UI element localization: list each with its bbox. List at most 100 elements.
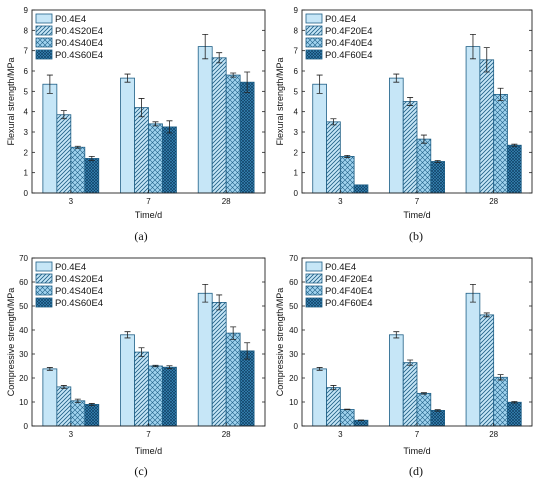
bar-P0.4F40E4-day-28	[493, 93, 508, 194]
error-bar-P0.4E4-day-3	[46, 74, 53, 94]
error-bar-P0.4S40E4-day-3	[74, 145, 81, 149]
y-axis-title: Flexural strength/MPa	[6, 57, 16, 145]
bar-P0.4E4-day-7	[388, 77, 404, 194]
error-bar-P0.4F40E4-day-7	[420, 392, 427, 395]
error-bar-P0.4S20E4-day-28	[216, 52, 223, 64]
y-tick-label: 0	[294, 422, 299, 431]
error-bar-P0.4F60E4-day-28	[511, 401, 518, 404]
error-bar-P0.4F40E4-day-28	[497, 374, 504, 381]
error-bar-P0.4F20E4-day-7	[407, 359, 414, 366]
y-tick-label: 0	[24, 422, 29, 431]
y-tick-label: 6	[294, 67, 299, 76]
chart-panel-1: 0 1 2 3 4 5 6 7 8 9 3 7 28 Time/d Flexural strength/MP…	[6, 6, 266, 243]
error-bar-P0.4S40E4-day-7	[152, 364, 159, 368]
bar-P0.4S20E4-day-7	[134, 351, 149, 427]
error-bar-P0.4S20E4-day-28	[216, 294, 223, 311]
y-tick-label: 30	[19, 350, 28, 359]
y-tick-label: 30	[289, 350, 298, 359]
x-tick-label: 7	[415, 197, 420, 206]
legend-label: P0.4F20E4	[325, 274, 373, 285]
bar-P0.4S40E4-day-28	[225, 332, 241, 427]
legend-label: P0.4S40E4	[55, 38, 103, 49]
legend-label: P0.4E4	[55, 14, 86, 25]
bar-P0.4E4-day-28	[465, 292, 481, 427]
panel-caption: (c)	[134, 464, 147, 478]
x-tick-label: 3	[338, 197, 343, 206]
bar-P0.4F60E4-day-3	[353, 419, 369, 427]
y-tick-label: 6	[24, 67, 29, 76]
legend-swatch	[35, 261, 53, 272]
legend-label: P0.4S20E4	[55, 26, 103, 37]
legend-swatch	[35, 49, 53, 60]
y-tick-label: 4	[294, 108, 299, 117]
error-bar-P0.4S60E4-day-7	[166, 120, 173, 134]
y-tick-label: 1	[24, 169, 29, 178]
bar-P0.4S60E4-day-28	[239, 81, 255, 194]
bar-P0.4S20E4-day-28	[211, 301, 227, 427]
bar-P0.4F40E4-day-7	[416, 392, 432, 427]
y-tick-label: 40	[19, 326, 28, 335]
legend-swatch	[35, 285, 53, 296]
legend-swatch	[305, 37, 323, 48]
bar-P0.4S40E4-day-3	[70, 146, 86, 194]
bar-P0.4S60E4-day-3	[84, 158, 100, 194]
x-tick-label: 7	[146, 197, 151, 206]
panel-caption: (b)	[409, 229, 423, 243]
legend-swatch	[35, 297, 53, 308]
bar-P0.4S40E4-day-28	[225, 74, 241, 194]
bar-P0.4E4-day-28	[197, 292, 213, 427]
error-bar-P0.4F40E4-day-28	[497, 87, 504, 101]
x-tick-label: 28	[489, 197, 498, 206]
x-tick-label: 28	[222, 430, 231, 439]
y-tick-label: 0	[24, 189, 29, 198]
error-bar-P0.4S20E4-day-3	[60, 385, 67, 389]
bar-P0.4E4-day-28	[465, 46, 481, 194]
legend-label: P0.4E4	[325, 14, 356, 25]
bar-P0.4S60E4-day-7	[162, 126, 177, 194]
y-axis-title: Flexural strength/MPa	[275, 57, 285, 145]
bar-P0.4S20E4-day-3	[56, 386, 72, 427]
panel-caption: (d)	[409, 464, 423, 478]
error-bar-P0.4F20E4-day-28	[483, 312, 490, 318]
error-bar-P0.4F20E4-day-3	[330, 385, 337, 391]
legend-swatch	[305, 297, 323, 308]
bar-P0.4S60E4-day-28	[239, 350, 255, 427]
y-tick-label: 4	[24, 108, 29, 117]
y-tick-label: 5	[294, 87, 299, 96]
y-tick-label: 8	[294, 26, 299, 35]
error-bar-P0.4S60E4-day-28	[244, 342, 251, 360]
x-tick-label: 3	[338, 430, 343, 439]
error-bar-P0.4F20E4-day-28	[483, 47, 490, 73]
error-bar-P0.4E4-day-28	[202, 34, 209, 60]
bar-P0.4F20E4-day-7	[402, 362, 418, 427]
y-tick-label: 5	[24, 87, 29, 96]
bar-P0.4F40E4-day-7	[416, 138, 432, 194]
legend-label: P0.4S20E4	[55, 274, 103, 285]
y-tick-label: 8	[24, 26, 29, 35]
error-bar-P0.4E4-day-7	[393, 331, 400, 339]
x-axis-title: Time/d	[135, 446, 162, 456]
error-bar-P0.4F60E4-day-7	[434, 160, 441, 163]
bar-P0.4F60E4-day-28	[507, 401, 522, 427]
y-tick-label: 20	[289, 374, 298, 383]
error-bar-P0.4E4-day-7	[124, 73, 131, 83]
legend-label: P0.4F60E4	[325, 298, 373, 309]
legend-label: P0.4S60E4	[55, 298, 103, 309]
bar-P0.4E4-day-3	[312, 368, 327, 427]
error-bar-P0.4F60E4-day-7	[434, 409, 441, 412]
bar-P0.4E4-day-7	[388, 334, 404, 427]
bar-P0.4E4-day-7	[120, 334, 135, 427]
x-tick-label: 3	[69, 197, 74, 206]
x-tick-label: 28	[222, 197, 231, 206]
error-bar-P0.4E4-day-28	[469, 284, 476, 303]
chart-panel-4: 0 10 20 30 40 50 60 70 3 7 28 Time/d Compressive str…	[275, 254, 533, 478]
error-bar-P0.4S20E4-day-3	[60, 110, 67, 120]
error-bar-P0.4S60E4-day-7	[166, 365, 173, 370]
error-bar-P0.4F40E4-day-3	[344, 154, 351, 158]
y-tick-label: 60	[289, 278, 298, 287]
bar-P0.4S40E4-day-7	[148, 123, 163, 194]
legend-label: P0.4F40E4	[325, 286, 373, 297]
